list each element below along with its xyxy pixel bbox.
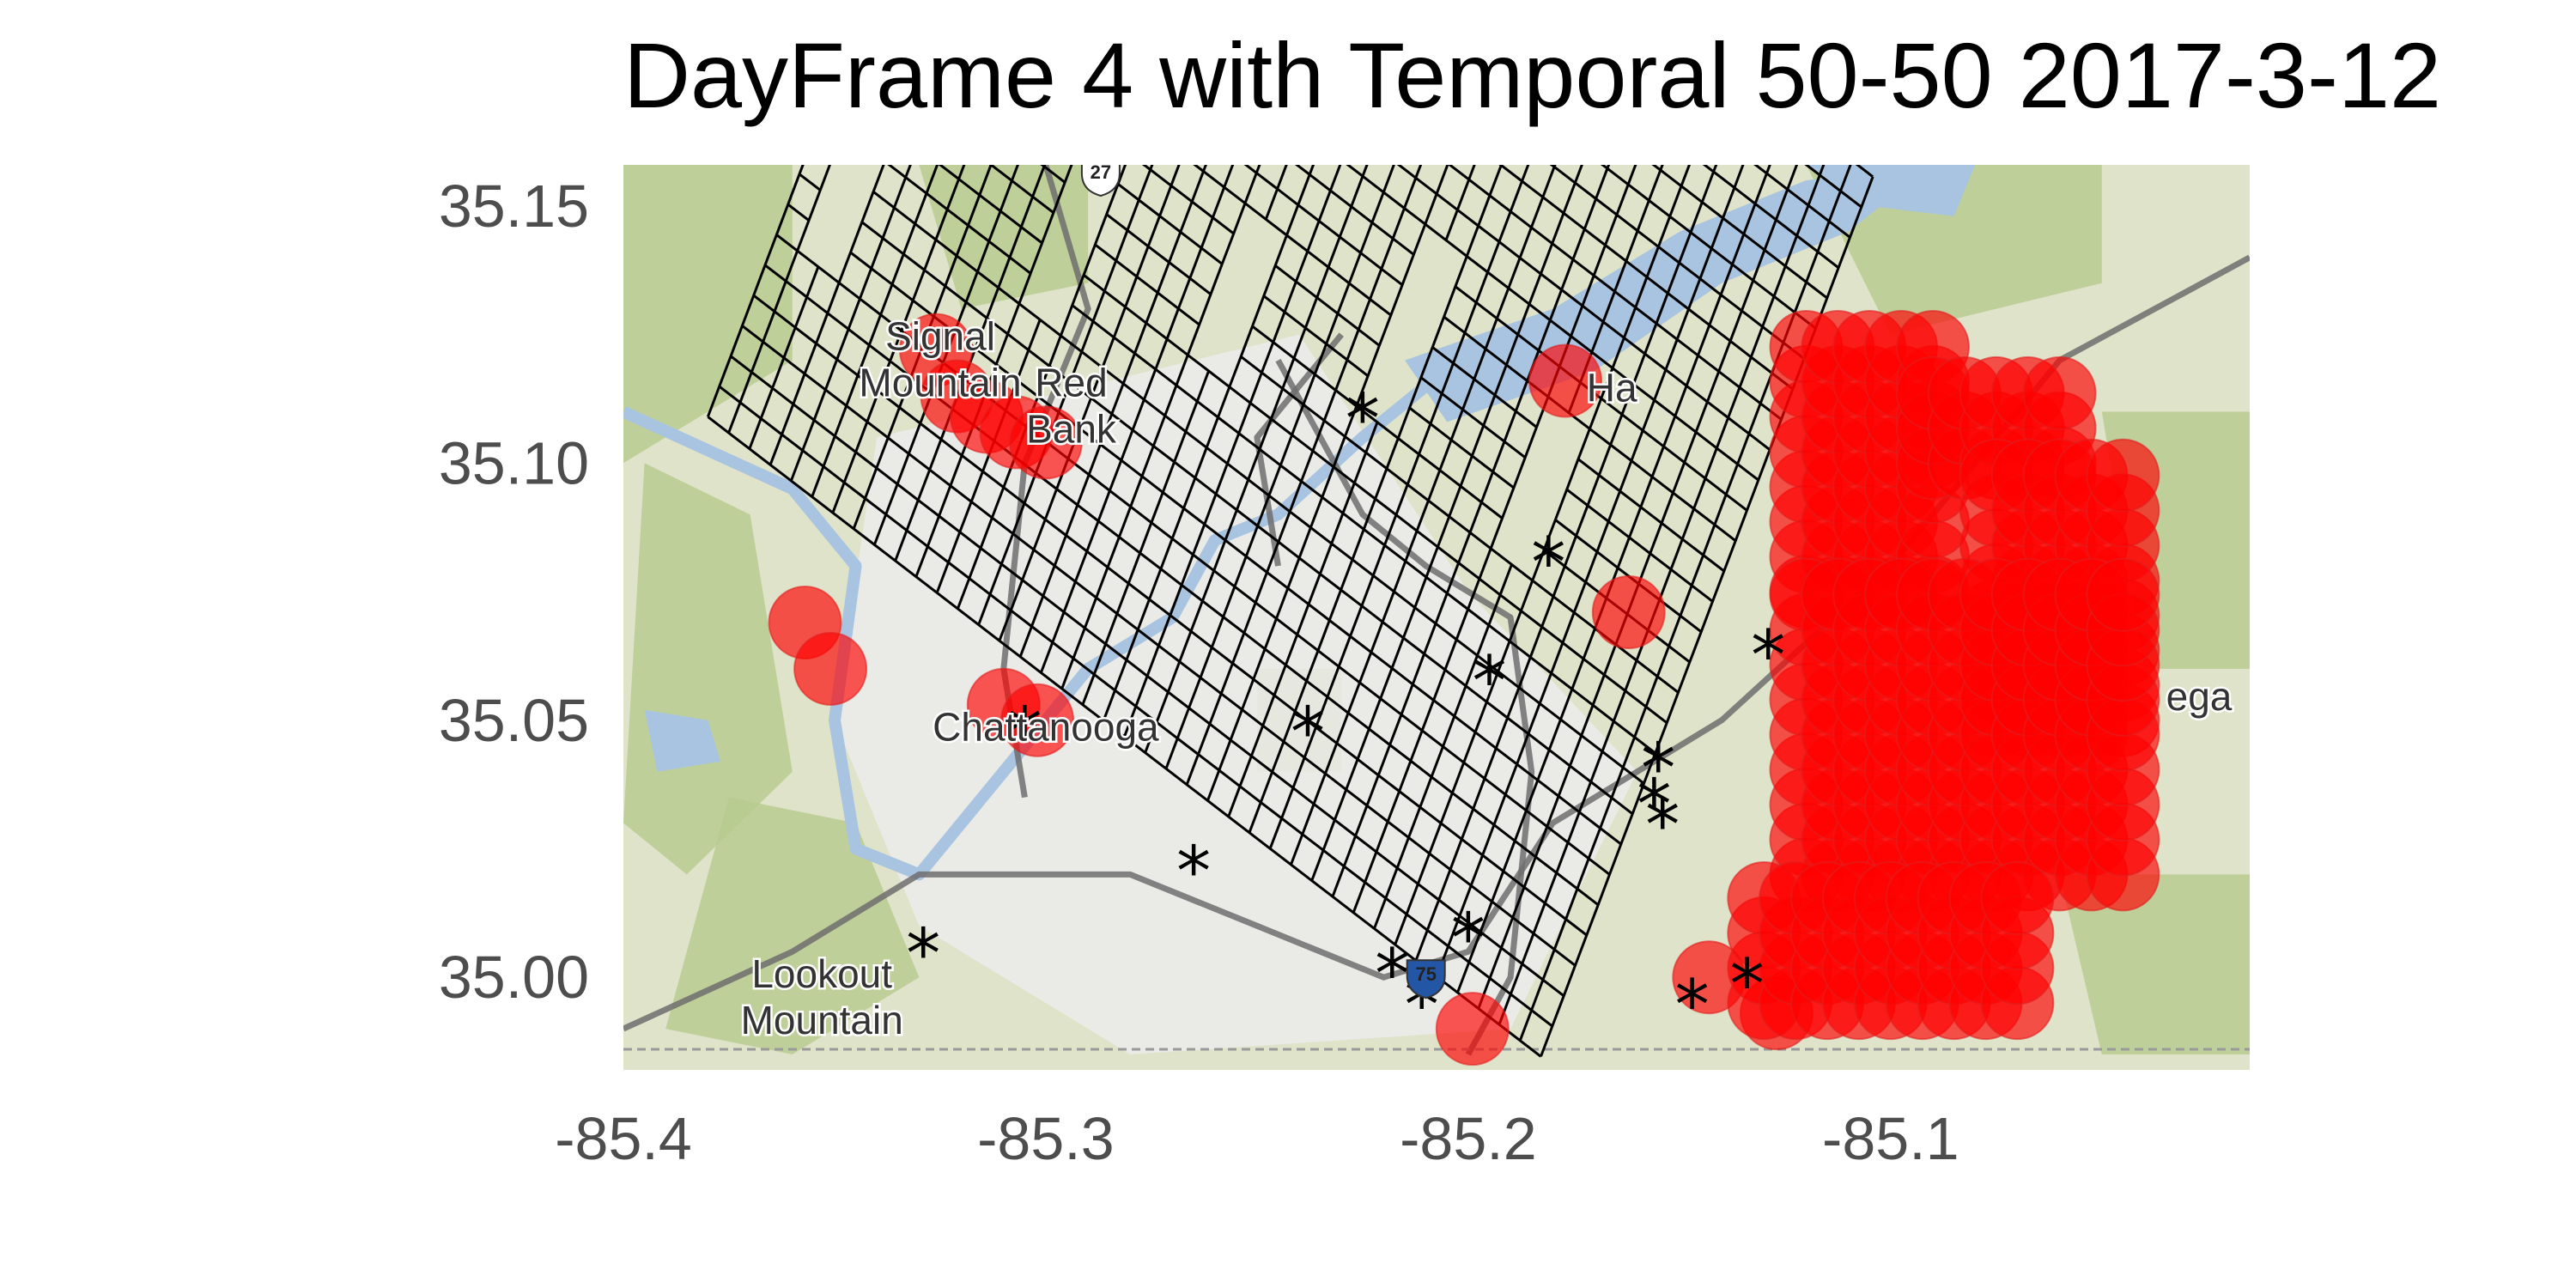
y-tick-label: 35.00 — [439, 944, 589, 1011]
event-marker: * — [1637, 765, 1671, 845]
axes: -85.4 -85.3 -85.2 -85.1 35.15 35.10 35.05 35.00 — [439, 173, 1959, 1172]
road-shield-label: 27 — [1091, 161, 1111, 183]
event-marker: * — [1473, 641, 1507, 721]
basemap-forest — [623, 165, 793, 464]
hotspot-circle — [1008, 405, 1083, 480]
hotspot-circle — [2086, 557, 2160, 632]
place-label: ega — [2166, 674, 2233, 719]
hotspot-circle — [1528, 343, 1602, 418]
event-marker: * — [1675, 965, 1710, 1045]
y-tick-label: 35.10 — [439, 429, 589, 496]
basemap-forest — [665, 797, 920, 1054]
event-marker: * — [1641, 729, 1675, 809]
place-label: Lookout — [751, 951, 892, 996]
lake-water — [1806, 165, 1976, 216]
hotspot-circle — [2086, 438, 2160, 513]
hotspot-circle — [793, 631, 868, 706]
hotspot-circle — [1980, 861, 2055, 935]
hotspot-circle — [1435, 992, 1510, 1066]
y-tick-label: 35.15 — [439, 173, 589, 240]
event-marker: * — [1645, 786, 1680, 866]
x-tick-label: -85.2 — [1400, 1105, 1537, 1172]
prediction-grid — [706, 165, 1874, 1058]
x-tick-label: -85.4 — [555, 1105, 692, 1172]
predicted-hotspots — [768, 310, 2160, 1066]
basemap-forest — [623, 463, 793, 875]
place-label: Mountain — [859, 361, 1021, 405]
place-label: Chattanooga — [933, 705, 1159, 750]
event-marker: * — [1291, 693, 1325, 773]
event-marker: * — [1531, 523, 1565, 603]
y-tick-label: 35.05 — [439, 687, 589, 754]
place-label: Signal — [885, 314, 995, 359]
basemap-road — [1275, 358, 1535, 1056]
hotspot-circle — [1000, 683, 1075, 757]
pond-water — [644, 709, 721, 772]
hotspot-circle — [1591, 575, 1666, 649]
road-shield-label: 75 — [1415, 963, 1436, 985]
place-label: Red — [1035, 361, 1107, 405]
event-marker: * — [1751, 616, 1785, 696]
actual-event-markers: *** ********** * ** — [906, 379, 1785, 1045]
road-shield-icon: 75 — [1406, 959, 1446, 999]
road-shield-icon: 27 — [1080, 161, 1121, 197]
x-tick-label: -85.1 — [1822, 1105, 1959, 1172]
grid-cells — [706, 165, 1874, 1058]
page-title: DayFrame 4 with Temporal 50-50 2017-3-12 — [623, 23, 2442, 127]
basemap-road — [1254, 332, 1345, 567]
event-marker: * — [1007, 693, 1042, 773]
basemap-forest — [2059, 874, 2250, 1054]
place-label: Bank — [1026, 406, 1117, 451]
event-marker: * — [1176, 831, 1211, 911]
event-marker: * — [906, 914, 940, 993]
event-marker: * — [1451, 898, 1485, 978]
place-label: Ha — [1587, 366, 1637, 410]
place-label: Mountain — [741, 998, 903, 1042]
event-marker: * — [1346, 379, 1380, 459]
hotspot-circle — [2022, 355, 2097, 430]
event-marker: * — [1375, 934, 1409, 1014]
x-tick-label: -85.3 — [977, 1105, 1115, 1172]
event-marker: * — [1730, 945, 1765, 1024]
basemap-forest — [919, 165, 1089, 309]
